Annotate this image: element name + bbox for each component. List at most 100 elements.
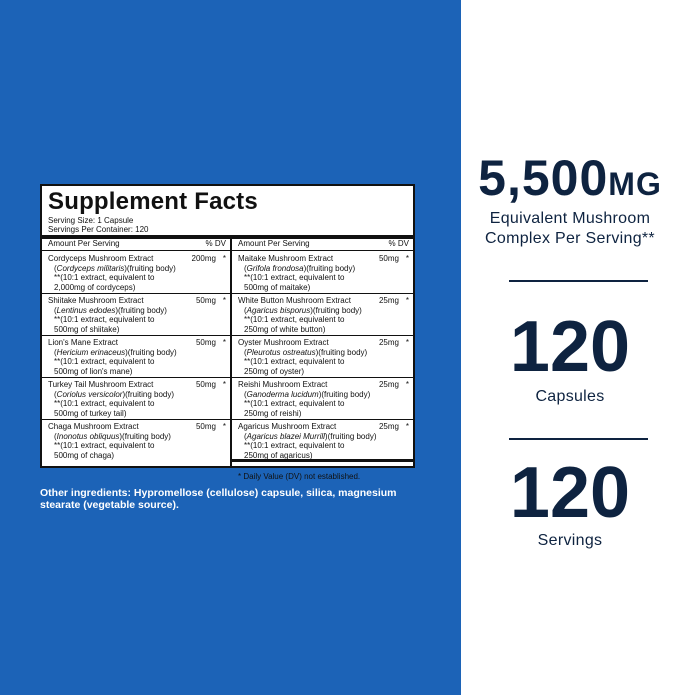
dv-marker: * (222, 380, 226, 389)
latin-name: Pleurotus ostreatus (246, 347, 316, 357)
capsules-value: 120 (509, 307, 631, 387)
plant-part: )(fruiting body) (324, 431, 377, 441)
row-rule (42, 293, 230, 294)
bottom-rule (232, 459, 413, 462)
ingredient-amount: 25mg (378, 422, 399, 431)
extract-equivalence: **(10:1 extract, equivalent to 500mg of t… (54, 399, 204, 418)
ingredient-name: White Button Mushroom Extract (238, 296, 351, 305)
column-header: Amount Per Serving % DV (232, 239, 413, 249)
equivalent-amount: 250mg of reishi) (244, 408, 302, 418)
white-background (461, 0, 679, 695)
dv-header: % DV (205, 239, 226, 248)
dv-header: % DV (388, 239, 409, 248)
ingredient-name: Turkey Tail Mushroom Extract (48, 380, 154, 389)
row-rule (42, 377, 230, 378)
ingredient-amount: 50mg (195, 422, 216, 431)
dv-marker: * (405, 254, 409, 263)
paren-open: ( (244, 263, 247, 273)
row-rule (42, 335, 230, 336)
extract-ratio: **(10:1 extract, equivalent to (54, 399, 155, 408)
latin-name: Coriolus versicolor (56, 389, 123, 399)
ingredient-row: Cordyceps Mushroom Extract 200mg * (Cordyce… (42, 252, 230, 294)
total-mg-stat: 5,500MG (461, 150, 679, 212)
scientific-name: (Agaricus bisporus)(fruiting body) (244, 306, 394, 316)
ingredient-name: Oyster Mushroom Extract (238, 338, 329, 347)
row-rule (232, 377, 413, 378)
extract-ratio: **(10:1 extract, equivalent to (244, 357, 345, 366)
equivalent-amount: 500mg of turkey tail) (54, 408, 127, 418)
ingredient-row: Reishi Mushroom Extract 25mg * (Ganoderma l… (232, 378, 413, 420)
ingredient-name: Agaricus Mushroom Extract (238, 422, 337, 431)
servings-value: 120 (509, 453, 631, 533)
serving-size: Serving Size: 1 Capsule (48, 216, 134, 225)
plant-part: )(fruiting body) (124, 263, 176, 273)
ingredient-amount: 50mg (195, 380, 216, 389)
equivalent-amount: 500mg of maitake) (244, 282, 311, 292)
total-value: 5,500 (478, 150, 609, 206)
extract-ratio: **(10:1 extract, equivalent to (244, 315, 345, 324)
plant-part: )(fruiting body) (303, 263, 356, 273)
ingredient-amount: 200mg (191, 254, 216, 263)
equivalent-amount: 2,000mg of cordyceps) (54, 282, 136, 292)
paren-open: ( (54, 263, 57, 273)
latin-name: Ganoderma lucidum (246, 389, 319, 399)
extract-ratio: **(10:1 extract, equivalent to (54, 441, 155, 450)
row-rule (42, 419, 230, 420)
dv-marker: * (405, 338, 409, 347)
dv-marker: * (222, 296, 226, 305)
right-column: Amount Per Serving % DV Maitake Mushroom… (232, 186, 413, 481)
amount-header: Amount Per Serving (48, 239, 120, 248)
amount-header: Amount Per Serving (238, 239, 310, 248)
ingredient-row: Turkey Tail Mushroom Extract 50mg * (Coriol… (42, 378, 230, 420)
latin-name: Agaricus bisporus (246, 305, 311, 315)
ingredient-amount: 25mg (378, 338, 399, 347)
supplement-facts-title: Supplement Facts (48, 188, 258, 215)
ingredient-amount: 50mg (378, 254, 399, 263)
ingredient-amount: 25mg (378, 380, 399, 389)
total-label-line2: Complex Per Serving** (485, 230, 655, 247)
latin-name: Inonotus obliquus (56, 431, 120, 441)
extract-equivalence: **(10:1 extract, equivalent to 250mg of r… (244, 399, 394, 418)
equivalent-amount: 250mg of oyster) (244, 366, 305, 376)
equivalent-amount: 250mg of agaricus) (244, 450, 313, 460)
ingredient-name: Lion's Mane Extract (48, 338, 119, 347)
scientific-name: (Agaricus blazei Murrill)(fruiting body) (244, 432, 394, 442)
paren-open: ( (244, 305, 247, 315)
header-rule (42, 250, 230, 251)
extract-equivalence: **(10:1 extract, equivalent to 250mg of w… (244, 315, 394, 334)
paren-open: ( (244, 431, 247, 441)
latin-name: Agaricus blazei Murrill (246, 431, 325, 441)
extract-equivalence: **(10:1 extract, equivalent to 2,000mg of… (54, 273, 204, 292)
extract-equivalence: **(10:1 extract, equivalent to 500mg of s… (54, 315, 204, 334)
dv-marker: * (222, 422, 226, 431)
extract-ratio: **(10:1 extract, equivalent to (54, 273, 155, 282)
ingredient-name: Maitake Mushroom Extract (238, 254, 334, 263)
plant-part: )(fruiting body) (318, 389, 371, 399)
ingredient-name: Chaga Mushroom Extract (48, 422, 139, 431)
scientific-name: (Pleurotus ostreatus)(fruiting body) (244, 348, 394, 358)
ingredient-name: Reishi Mushroom Extract (238, 380, 328, 389)
paren-open: ( (244, 389, 247, 399)
header-rule (232, 250, 413, 251)
equivalent-amount: 500mg of chaga) (54, 450, 115, 460)
plant-part: )(fruiting body) (310, 305, 362, 315)
ingredient-amount: 50mg (195, 296, 216, 305)
scientific-name: (Ganoderma lucidum)(fruiting body) (244, 390, 394, 400)
left-column: Amount Per Serving % DV Cordyceps Mushro… (42, 186, 230, 466)
total-unit: MG (608, 166, 662, 202)
total-label-line1: Equivalent Mushroom (489, 210, 651, 227)
extract-equivalence: **(10:1 extract, equivalent to 500mg of m… (244, 273, 394, 292)
extract-ratio: **(10:1 extract, equivalent to (54, 357, 155, 366)
divider (509, 280, 648, 282)
extract-equivalence: **(10:1 extract, equivalent to 500mg of l… (54, 357, 204, 376)
row-rule (232, 419, 413, 420)
ingredient-name: Shiitake Mushroom Extract (48, 296, 144, 305)
scientific-name: (Hericium erinaceus)(fruiting body) (54, 348, 204, 358)
ingredient-row: Lion's Mane Extract 50mg * (Hericium erinac… (42, 336, 230, 378)
latin-name: Lentinus edodes (56, 305, 116, 315)
extract-equivalence: **(10:1 extract, equivalent to 250mg of o… (244, 357, 394, 376)
paren-open: ( (54, 389, 57, 399)
thick-rule (42, 235, 413, 239)
ingredient-name: Cordyceps Mushroom Extract (48, 254, 154, 263)
ingredient-amount: 25mg (378, 296, 399, 305)
